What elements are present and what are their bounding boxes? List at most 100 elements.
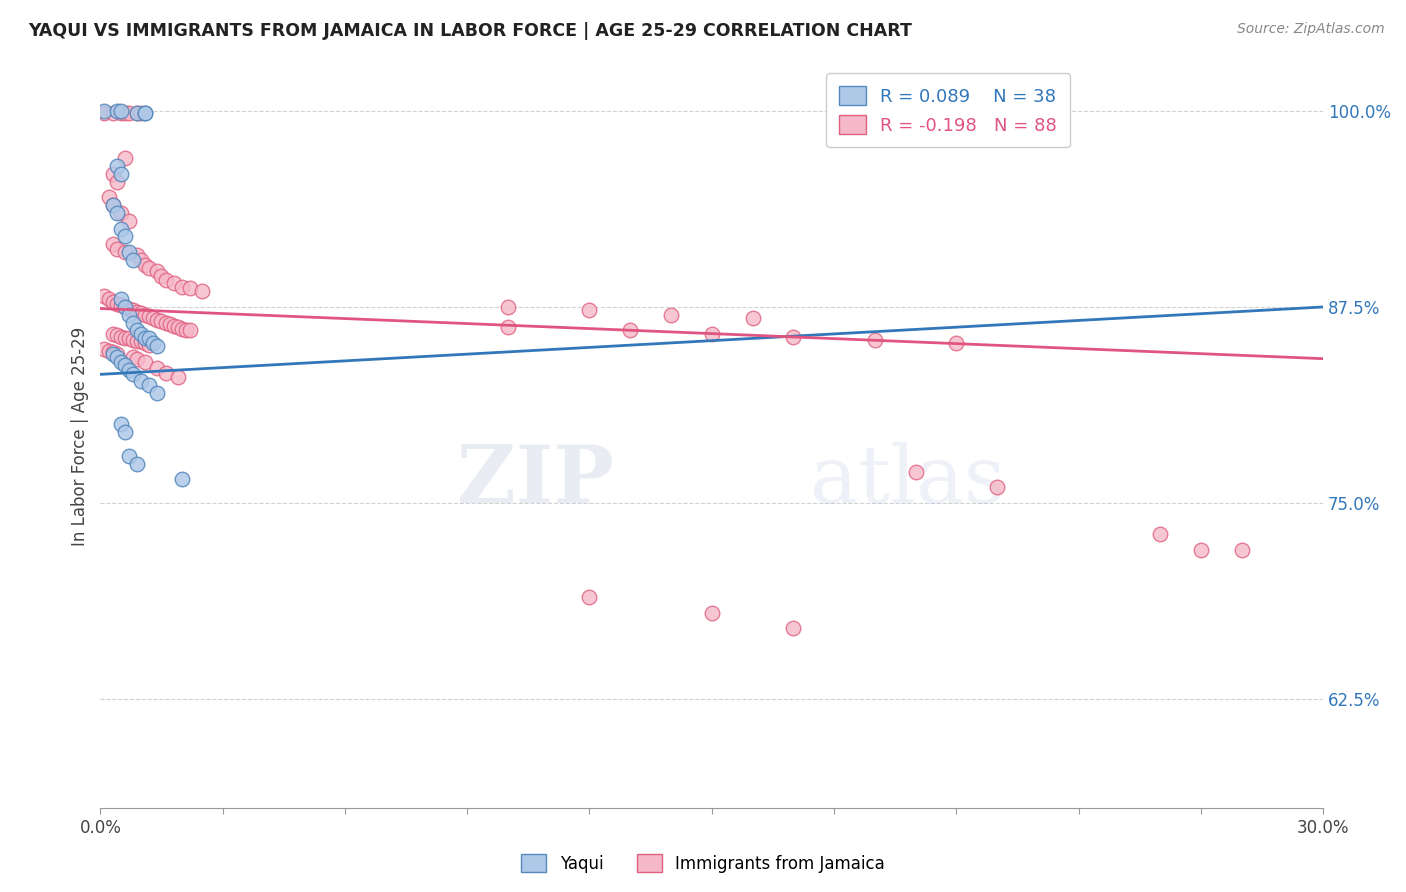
Point (782, 621, 804, 635)
Text: YAQUI VS IMMIGRANTS FROM JAMAICA IN LABOR FORCE | AGE 25-29 CORRELATION CHART: YAQUI VS IMMIGRANTS FROM JAMAICA IN LABO… (28, 22, 912, 40)
Point (101, 167, 124, 181)
Point (146, 264, 169, 278)
Point (986, 480, 1008, 494)
Point (101, 237, 124, 252)
Point (945, 336, 967, 351)
Point (110, 206, 132, 220)
Point (163, 277, 186, 291)
Point (142, 310, 165, 325)
Text: ZIP: ZIP (457, 442, 614, 520)
Point (129, 252, 152, 267)
Point (114, 300, 136, 314)
Point (1189, 542, 1212, 557)
Point (110, 298, 132, 312)
Point (114, 331, 136, 345)
Point (155, 316, 177, 330)
Point (101, 326, 124, 341)
Point (93, 104, 115, 119)
Point (122, 303, 145, 318)
Point (146, 386, 169, 401)
Point (170, 279, 193, 293)
Point (105, 242, 128, 256)
Point (110, 292, 132, 306)
Point (118, 308, 141, 322)
Point (125, 105, 148, 120)
Point (118, 362, 141, 376)
Point (125, 323, 148, 337)
Point (105, 206, 128, 220)
Point (122, 252, 145, 267)
Point (118, 214, 141, 228)
Point (146, 339, 169, 353)
Point (129, 306, 152, 320)
Point (170, 472, 193, 486)
Point (170, 322, 193, 336)
Point (174, 323, 197, 337)
Point (1149, 527, 1171, 541)
Point (904, 465, 927, 479)
Point (166, 320, 188, 334)
Point (155, 273, 177, 287)
Point (163, 318, 186, 333)
Point (114, 358, 136, 372)
Point (110, 221, 132, 235)
Point (659, 308, 682, 322)
Point (122, 333, 145, 347)
Point (93, 105, 115, 120)
Point (578, 590, 600, 604)
Point (105, 328, 128, 343)
Point (105, 347, 128, 361)
Point (150, 314, 173, 328)
Point (118, 105, 141, 120)
Point (118, 301, 141, 316)
Point (129, 374, 152, 388)
Point (93, 289, 115, 303)
Point (179, 281, 201, 295)
Point (105, 297, 128, 311)
Point (110, 104, 132, 119)
Point (122, 350, 145, 364)
Point (101, 295, 124, 310)
Point (97, 190, 120, 204)
Point (110, 330, 132, 344)
Point (191, 285, 214, 299)
Point (700, 326, 723, 341)
Point (122, 368, 145, 382)
Point (110, 355, 132, 369)
Point (134, 308, 156, 322)
Point (741, 310, 763, 325)
Point (118, 331, 141, 345)
Point (114, 300, 136, 314)
Point (122, 316, 145, 330)
Point (863, 333, 886, 347)
Point (150, 268, 173, 283)
Point (101, 345, 124, 359)
Point (134, 331, 156, 345)
Point (134, 258, 156, 272)
Point (138, 260, 160, 275)
Point (146, 312, 169, 326)
Point (97, 343, 120, 358)
Point (129, 326, 152, 341)
Point (134, 105, 156, 120)
Point (142, 336, 165, 351)
Point (114, 425, 136, 440)
Point (129, 334, 152, 349)
Point (134, 336, 156, 351)
Point (125, 351, 148, 366)
Text: Source: ZipAtlas.com: Source: ZipAtlas.com (1237, 22, 1385, 37)
Point (101, 347, 124, 361)
Point (118, 245, 141, 260)
Point (496, 300, 519, 314)
Point (155, 366, 177, 380)
Point (125, 304, 148, 318)
Point (166, 370, 188, 384)
Point (105, 104, 128, 119)
Point (105, 175, 128, 189)
Point (782, 330, 804, 344)
Point (496, 320, 519, 334)
Point (110, 105, 132, 120)
Point (114, 151, 136, 165)
Point (93, 343, 115, 357)
Point (101, 105, 124, 120)
